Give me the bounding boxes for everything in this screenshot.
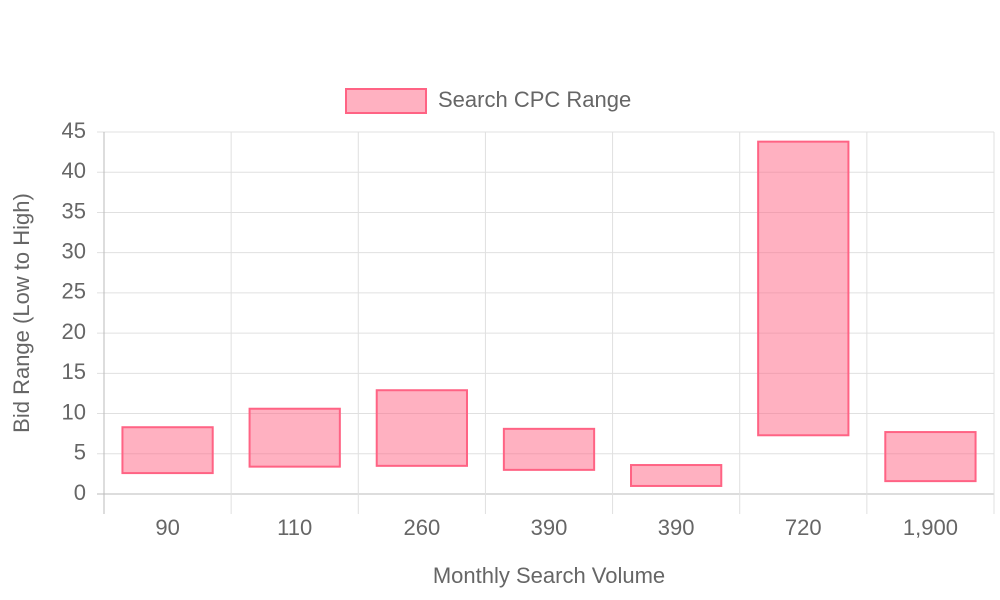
x-tick-label: 1,900	[903, 515, 958, 540]
y-tick-label: 15	[62, 359, 86, 384]
bar	[884, 431, 977, 483]
y-axis-title: Bid Range (Low to High)	[9, 193, 34, 433]
y-tick-label: 25	[62, 279, 86, 304]
x-tick-label: 260	[403, 515, 440, 540]
y-tick-label: 10	[62, 399, 86, 424]
bar	[502, 427, 596, 471]
x-axis-title: Monthly Search Volume	[433, 563, 665, 588]
bar	[248, 407, 341, 468]
x-tick-label: 720	[785, 515, 822, 540]
bar	[630, 464, 723, 487]
y-tick-label: 35	[62, 198, 86, 223]
x-tick-label: 110	[277, 515, 312, 540]
x-tick-label: 90	[155, 515, 179, 540]
bar	[375, 389, 468, 467]
y-tick-label: 0	[74, 480, 86, 505]
x-tick-label: 390	[658, 515, 695, 540]
legend-label: Search CPC Range	[438, 87, 631, 112]
y-tick-label: 30	[62, 238, 86, 263]
bar	[757, 140, 850, 437]
y-tick-label: 5	[74, 440, 86, 465]
x-tick-label: 390	[531, 515, 568, 540]
y-tick-label: 40	[62, 158, 86, 183]
y-tick-label: 45	[62, 118, 86, 143]
y-tick-label: 20	[62, 319, 86, 344]
legend-swatch	[345, 88, 427, 114]
bar	[121, 426, 214, 475]
